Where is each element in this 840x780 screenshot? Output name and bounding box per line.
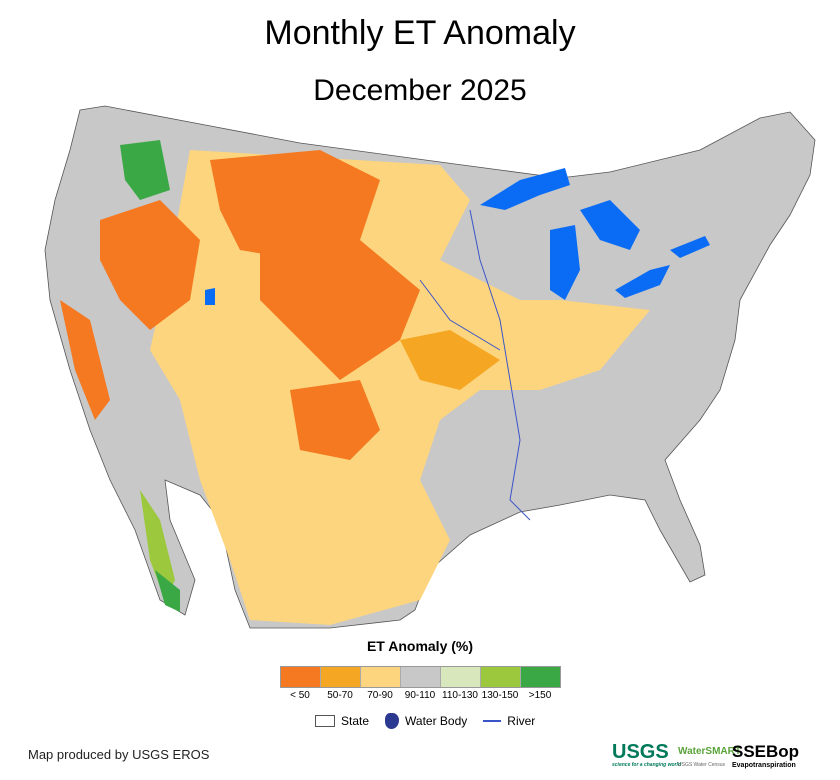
legend-title: ET Anomaly (%) (366, 638, 474, 654)
legend-label: 50-70 (327, 690, 353, 701)
map-subtitle: December 2025 (313, 74, 527, 107)
state-label: State (341, 714, 370, 728)
legend-swatch-90-110 (401, 667, 441, 687)
ssebop-logo: SSEBop Evapotranspiration (732, 742, 799, 769)
water-body-label: Water Body (405, 714, 468, 728)
legend-label: 90-110 (404, 690, 436, 701)
usgs-tagline: science for a changing world (612, 762, 681, 768)
legend-swatch-50-70 (321, 667, 361, 687)
legend-swatch-130-150 (481, 667, 521, 687)
legend-label: 110-130 (442, 690, 478, 701)
us-et-anomaly-map (44, 105, 816, 629)
usgs-logo: USGS science for a changing world (612, 742, 681, 768)
credit-text: Map produced by USGS EROS (28, 747, 210, 762)
legend-swatch-110-130 (441, 667, 481, 687)
legend-swatch-lt50 (281, 667, 321, 687)
legend-label: < 50 (290, 690, 310, 701)
legend-label: 130-150 (481, 690, 519, 701)
ssebop-text: SSEBop (732, 742, 800, 761)
river-line-icon (483, 720, 502, 722)
legend-swatch-70-90 (361, 667, 401, 687)
ssebop-sub: Evapotranspiration (732, 762, 796, 769)
legend-keys: State Water Body River (315, 713, 535, 729)
watersmart-sub: USGS Water Census (678, 762, 726, 768)
legend-color-bar (280, 666, 561, 688)
river-label: River (507, 714, 536, 728)
rivers (419, 209, 531, 521)
legend-label: 70-90 (367, 690, 393, 701)
dry-anomaly-regions (60, 150, 650, 625)
usgs-logo-text: USGS (612, 741, 669, 763)
watersmart-logo: WaterSMART USGS Water Census (678, 742, 741, 768)
legend-swatch-gt150 (521, 667, 560, 687)
state-boundary-icon (315, 715, 335, 727)
map-title: Monthly ET Anomaly (264, 14, 576, 52)
watersmart-text: WaterSMART (678, 746, 741, 757)
water-body-icon (385, 713, 400, 729)
wet-anomaly-regions (120, 140, 180, 612)
legend-label: >150 (528, 690, 552, 701)
great-lakes (205, 168, 710, 305)
legend-labels: < 50 50-70 70-90 90-110 110-130 130-150 … (280, 690, 560, 701)
